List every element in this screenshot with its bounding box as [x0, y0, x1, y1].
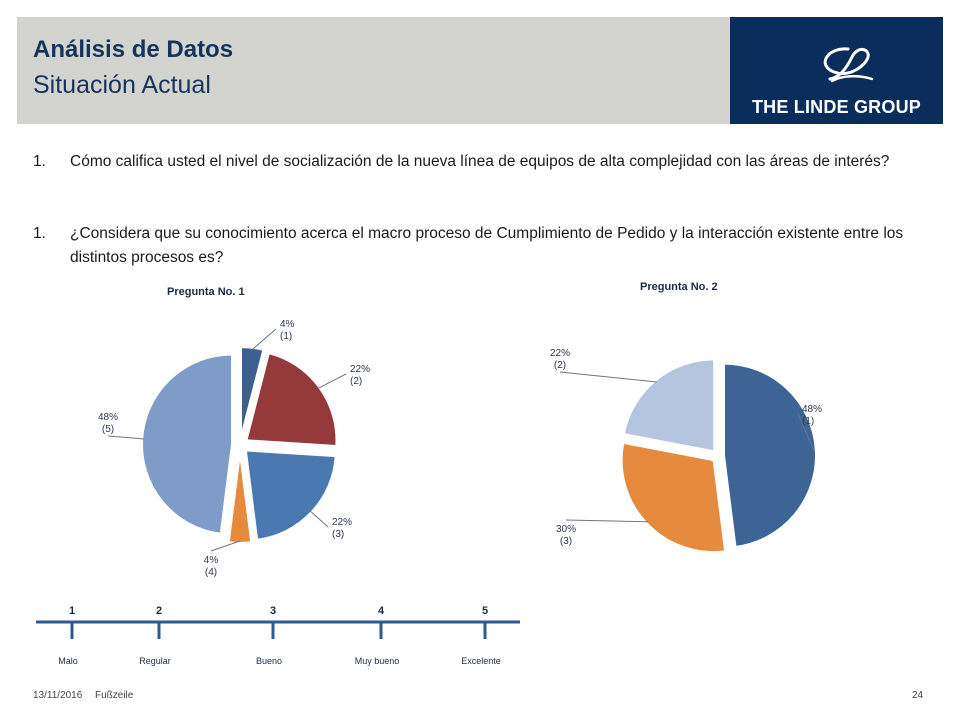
scale-number: 2: [156, 605, 162, 617]
slice-percent-label: 4%: [204, 555, 219, 566]
slice-code-label: (3): [560, 536, 572, 547]
logo-text: THE LINDE GROUP: [751, 97, 921, 117]
question-number: 1.: [33, 225, 46, 242]
slice-code-label: (3): [332, 529, 344, 540]
pie-chart-pregunta-1: Pregunta No. 14%(1)22%(2)22%(3)4%(4)48%(…: [98, 286, 370, 578]
linde-logo-mark: [823, 47, 874, 83]
question-text: ¿Considera que su conocimiento acerca el…: [70, 225, 904, 266]
slice-code-label: (2): [350, 376, 362, 387]
question-number: 1.: [33, 153, 46, 170]
slice-code-label: (4): [205, 567, 217, 578]
linde-logo: THE LINDE GROUP: [730, 17, 943, 124]
slice-percent-label: 22%: [350, 364, 370, 375]
page-title: Análisis de Datos: [33, 36, 234, 63]
pie-slice: [141, 353, 234, 535]
page-subtitle: Situación Actual: [33, 71, 211, 99]
scale-label: Excelente: [461, 656, 501, 666]
pie-slice: [227, 452, 253, 544]
pie-slice: [244, 449, 337, 541]
slice-percent-label: 48%: [98, 412, 118, 423]
leader-line: [210, 540, 241, 552]
slice-percent-label: 4%: [280, 319, 295, 330]
leader-line: [797, 413, 815, 451]
leader-line: [309, 510, 329, 528]
scale-label: Regular: [139, 656, 171, 666]
chart-title: Pregunta No. 2: [640, 281, 718, 293]
slice-percent-label: 22%: [550, 348, 570, 359]
slice-code-label: (1): [802, 416, 814, 427]
scale-label: Bueno: [256, 656, 282, 666]
slice-code-label: (2): [554, 360, 566, 371]
pie-slice: [240, 346, 265, 438]
scale-label: Muy bueno: [355, 656, 400, 666]
leader-line: [559, 371, 657, 383]
slice-percent-label: 22%: [332, 517, 352, 528]
slice-code-label: (1): [280, 331, 292, 342]
pie-slice: [722, 362, 817, 549]
pie-chart-pregunta-2: Pregunta No. 2 48%(1) 30%(3) 22%(2): [550, 281, 822, 554]
leader-line: [565, 519, 649, 523]
chart-title: Pregunta No. 1: [167, 286, 245, 298]
pie-slice: [622, 358, 716, 453]
footer-label: Fußzeile: [95, 690, 134, 701]
rating-scale: 1 Malo 2 Regular 3 Bueno 4 Muy bueno 5 Excelente: [36, 605, 520, 666]
slice-percent-label: 48%: [802, 404, 822, 415]
pie-slice: [620, 441, 727, 554]
page-number: 24: [912, 690, 924, 701]
scale-number: 3: [270, 605, 276, 617]
footer-date: 13/11/2016: [33, 690, 83, 701]
scale-number: 4: [378, 605, 385, 617]
leader-line: [251, 328, 277, 351]
scale-number: 1: [69, 605, 75, 617]
leader-line: [317, 373, 347, 390]
slice-code-label: (5): [102, 424, 114, 435]
scale-number: 5: [482, 605, 488, 617]
slice-percent-label: 30%: [556, 524, 576, 535]
header-band: [17, 17, 730, 124]
scale-label: Malo: [58, 656, 78, 666]
leader-line: [107, 435, 145, 440]
question-text: Cómo califica usted el nivel de socializ…: [70, 153, 890, 170]
